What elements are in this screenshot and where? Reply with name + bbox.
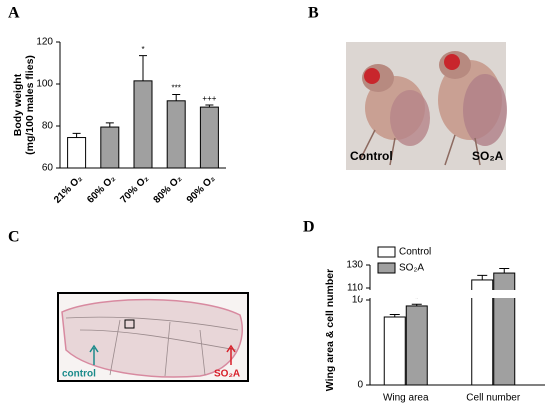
y-tick-label: 80 [42, 121, 54, 132]
photo-label: control [62, 369, 96, 380]
photo-label: Control [350, 149, 393, 163]
bar [405, 305, 428, 386]
y-tick-label: 10 [352, 295, 364, 306]
error-bar [411, 303, 422, 306]
x-tick-label: Cell number [466, 393, 521, 404]
significance-label: *** [172, 84, 181, 93]
error-bar [205, 104, 214, 108]
y-tick-label: 0 [357, 380, 363, 391]
y-axis-label-line: Body weight [12, 73, 24, 136]
y-tick-label: 130 [346, 260, 363, 271]
x-tick-label: 60% O₂ [85, 173, 118, 206]
panel-label: A [8, 5, 20, 22]
bar [383, 316, 406, 386]
error-bar [72, 132, 81, 138]
error-bar [389, 313, 400, 317]
y-axis-label: Wing area & cell number [324, 269, 336, 391]
y-axis-label: Body weight(mg/100 males flies) [12, 55, 36, 155]
y-tick-label: 110 [347, 283, 363, 294]
legend-swatch [377, 246, 396, 258]
x-tick-label: Wing area [383, 393, 429, 404]
panel-label: B [308, 5, 319, 22]
x-tick-label: 21% O₂ [52, 173, 85, 206]
bar [166, 100, 186, 169]
significance-label: * [141, 45, 144, 54]
error-bar [139, 55, 147, 81]
photo-b: Control SO₂A [346, 42, 507, 170]
x-tick-label: 80% O₂ [152, 173, 185, 206]
legend-label: SO₂A [399, 263, 424, 274]
significance-label: +++ [202, 94, 216, 103]
photo-label: SO₂A [472, 149, 504, 163]
bar [133, 80, 153, 169]
panel-label: D [303, 219, 315, 236]
photo-c: control SO₂A [57, 292, 249, 382]
y-tick-label: 100 [36, 79, 53, 90]
bar [67, 137, 87, 169]
x-tick-label: 90% O₂ [185, 173, 218, 206]
photo-label: SO₂A [214, 369, 240, 380]
panel-label: C [8, 229, 20, 246]
error-bar [105, 122, 114, 128]
y-tick-label: 60 [42, 163, 54, 174]
x-tick-label: 70% O₂ [118, 173, 151, 206]
bar [100, 126, 120, 169]
axis-break [360, 290, 547, 298]
y-tick-label: 120 [36, 37, 53, 48]
error-bar [172, 94, 181, 101]
legend-label: Control [399, 247, 431, 258]
legend-swatch [377, 262, 396, 274]
error-bar [499, 267, 510, 274]
bar [493, 272, 516, 386]
error-bar [477, 274, 488, 280]
significance-label: * [415, 294, 419, 304]
bar [199, 106, 219, 169]
y-axis-label-line: (mg/100 males flies) [24, 55, 36, 155]
